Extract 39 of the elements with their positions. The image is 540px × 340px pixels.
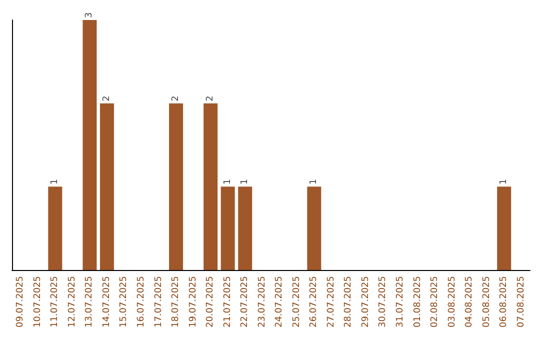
x-tick-label: 15.07.2025 <box>119 276 130 328</box>
x-tick-label: 26.07.2025 <box>309 276 320 328</box>
x-tick-label: 16.07.2025 <box>136 276 146 328</box>
x-tick-label: 12.07.2025 <box>67 276 78 328</box>
x-tick-label: 11.07.2025 <box>50 276 60 328</box>
x-tick-label: 22.07.2025 <box>240 276 250 328</box>
data-label: 1 <box>50 178 60 185</box>
x-tick-label: 23.07.2025 <box>257 276 268 328</box>
x-tick-label: 20.07.2025 <box>206 276 216 328</box>
x-tick-label: 25.07.2025 <box>292 276 302 328</box>
x-tick-label: 18.07.2025 <box>171 276 182 328</box>
data-label: 3 <box>84 12 95 18</box>
x-tick-label: 29.07.2025 <box>360 276 371 328</box>
x-tick-label: 03.08.2025 <box>447 276 458 328</box>
x-tick-label: 01.08.2025 <box>412 276 423 328</box>
data-label: 2 <box>206 96 216 102</box>
data-label: 1 <box>222 178 233 185</box>
x-tick-label: 10.07.2025 <box>32 276 43 328</box>
x-tick-label: 17.07.2025 <box>154 276 164 328</box>
x-tick-label: 07.08.2025 <box>516 276 526 328</box>
x-tick-label: 09.07.2025 <box>16 276 26 328</box>
x-tick-label: 24.07.2025 <box>274 276 285 328</box>
data-label: 2 <box>102 96 112 102</box>
x-tick-label: 14.07.2025 <box>102 276 112 328</box>
x-tick-label: 19.07.2025 <box>188 276 198 328</box>
x-tick-label: 02.08.2025 <box>430 276 440 328</box>
data-label: 1 <box>240 178 250 185</box>
data-label: 2 <box>171 96 182 102</box>
x-tick-label: 30.07.2025 <box>378 276 388 328</box>
data-label: 1 <box>309 178 320 185</box>
x-tick-label: 04.08.2025 <box>464 276 475 328</box>
x-tick-label: 13.07.2025 <box>84 276 95 328</box>
x-tick-label: 28.07.2025 <box>344 276 354 328</box>
x-tick-label: 21.07.2025 <box>222 276 233 328</box>
x-tick-label: 06.08.2025 <box>499 276 510 328</box>
x-tick-label: 27.07.2025 <box>326 276 336 328</box>
data-label: 1 <box>499 178 510 185</box>
x-tick-label: 31.07.2025 <box>396 276 406 328</box>
x-tick-label: 05.08.2025 <box>482 276 492 328</box>
